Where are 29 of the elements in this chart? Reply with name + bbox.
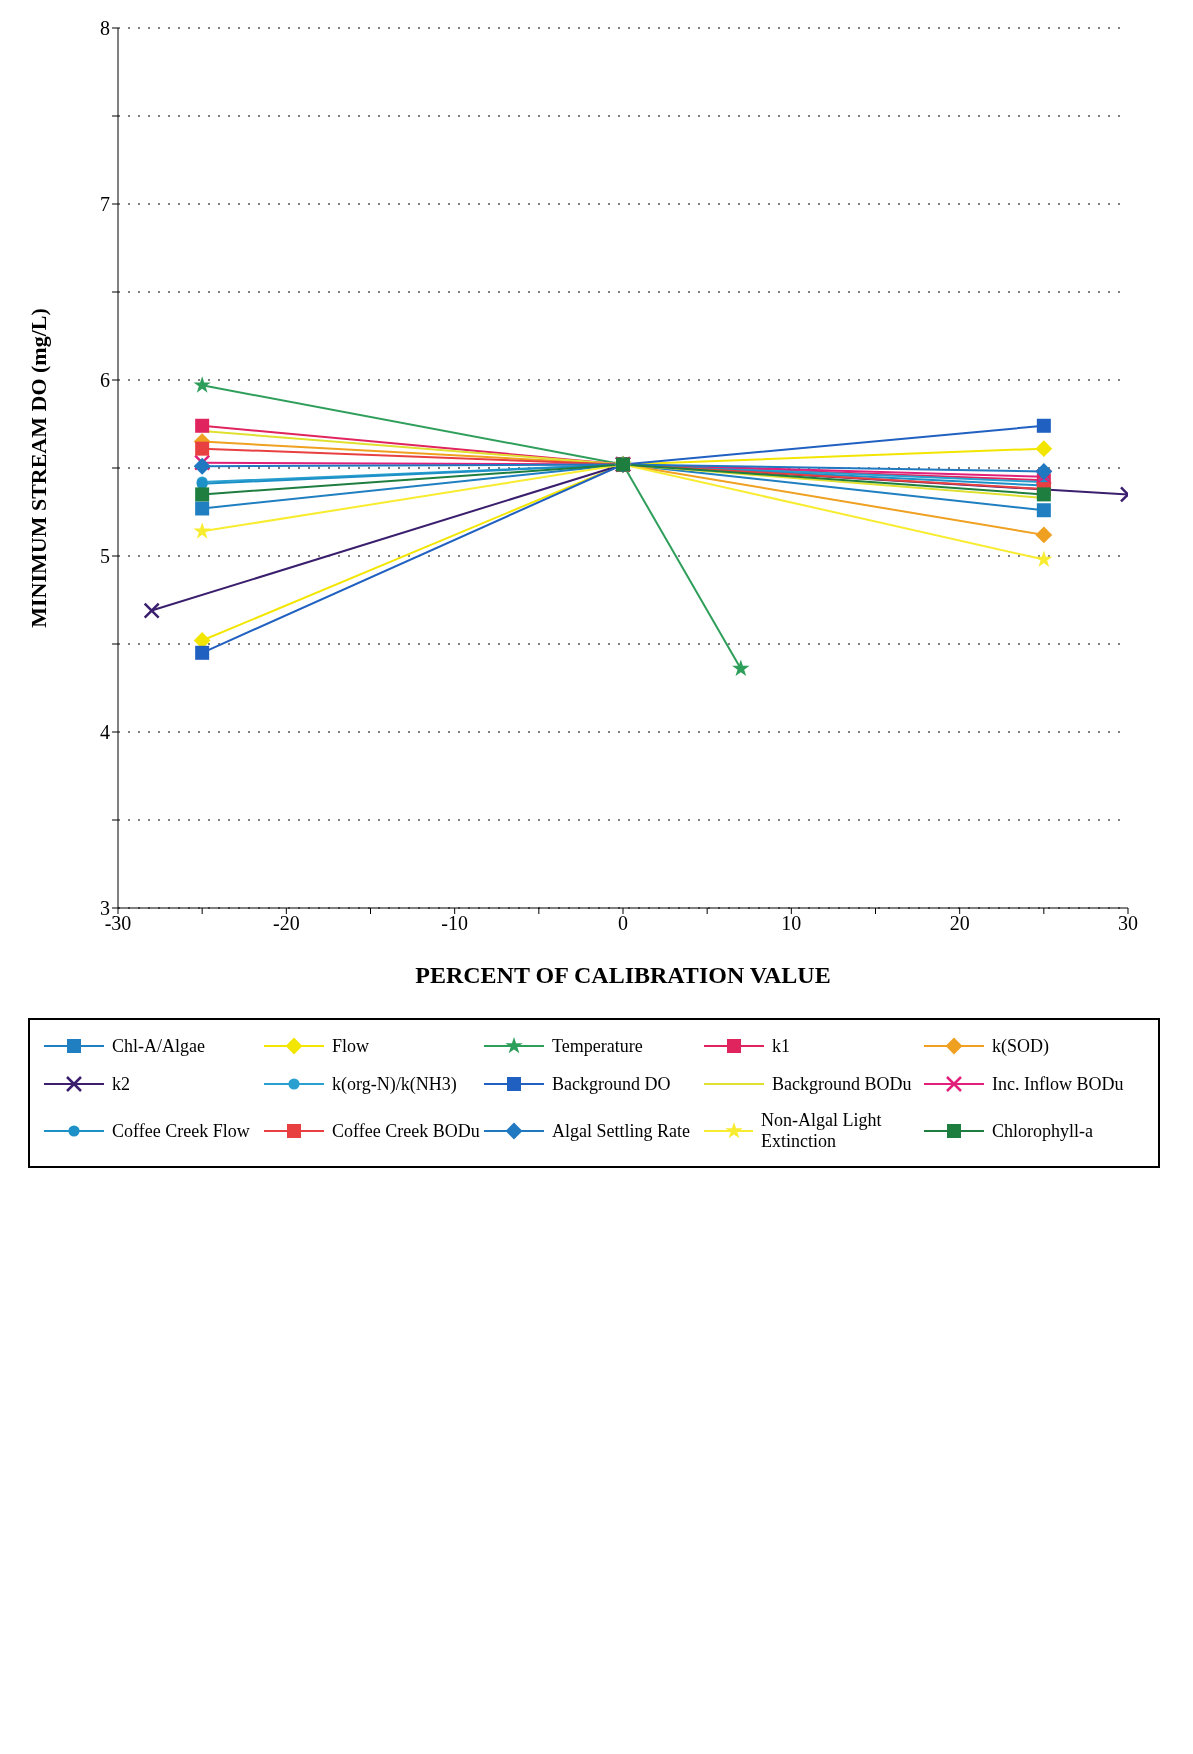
legend-label: k(SOD) — [992, 1035, 1049, 1057]
y-tick-label: 3 — [100, 897, 110, 920]
y-tick-label: 5 — [100, 545, 110, 568]
y-axis-title: MINIMUM STREAM DO (mg/L) — [25, 308, 51, 628]
x-tick-label: 0 — [618, 912, 628, 935]
legend-label: Inc. Inflow BODu — [992, 1073, 1124, 1095]
x-axis-title: PERCENT OF CALIBRATION VALUE — [415, 962, 831, 988]
legend-label: Background BODu — [772, 1073, 912, 1095]
y-tick-label: 6 — [100, 369, 110, 392]
x-tick-label: -10 — [441, 912, 468, 935]
legend-label: Chlorophyll-a — [992, 1120, 1093, 1142]
legend-label: k2 — [112, 1073, 130, 1095]
legend-label: Temperature — [552, 1035, 643, 1057]
legend-label: Chl-A/Algae — [112, 1035, 205, 1057]
legend-label: Algal Settling Rate — [552, 1120, 690, 1142]
legend-label: Coffee Creek BODu — [332, 1120, 480, 1142]
legend-label: Non-Algal Light Extinction — [760, 1110, 883, 1152]
y-tick-label: 7 — [100, 193, 110, 216]
x-tick-label: -20 — [273, 912, 300, 935]
y-tick-label: 8 — [100, 17, 110, 40]
x-tick-label: 10 — [781, 912, 802, 935]
legend-label: Coffee Creek Flow — [112, 1120, 250, 1142]
y-tick-label: 4 — [100, 721, 110, 744]
x-tick-label: 20 — [949, 912, 970, 935]
legend-label: k(org-N)/k(NH3) — [332, 1073, 457, 1095]
legend-label: Background DO — [552, 1073, 671, 1095]
legend-label: k1 — [772, 1035, 790, 1057]
x-tick-label: 30 — [1118, 912, 1138, 935]
legend-label: Flow — [332, 1035, 370, 1057]
